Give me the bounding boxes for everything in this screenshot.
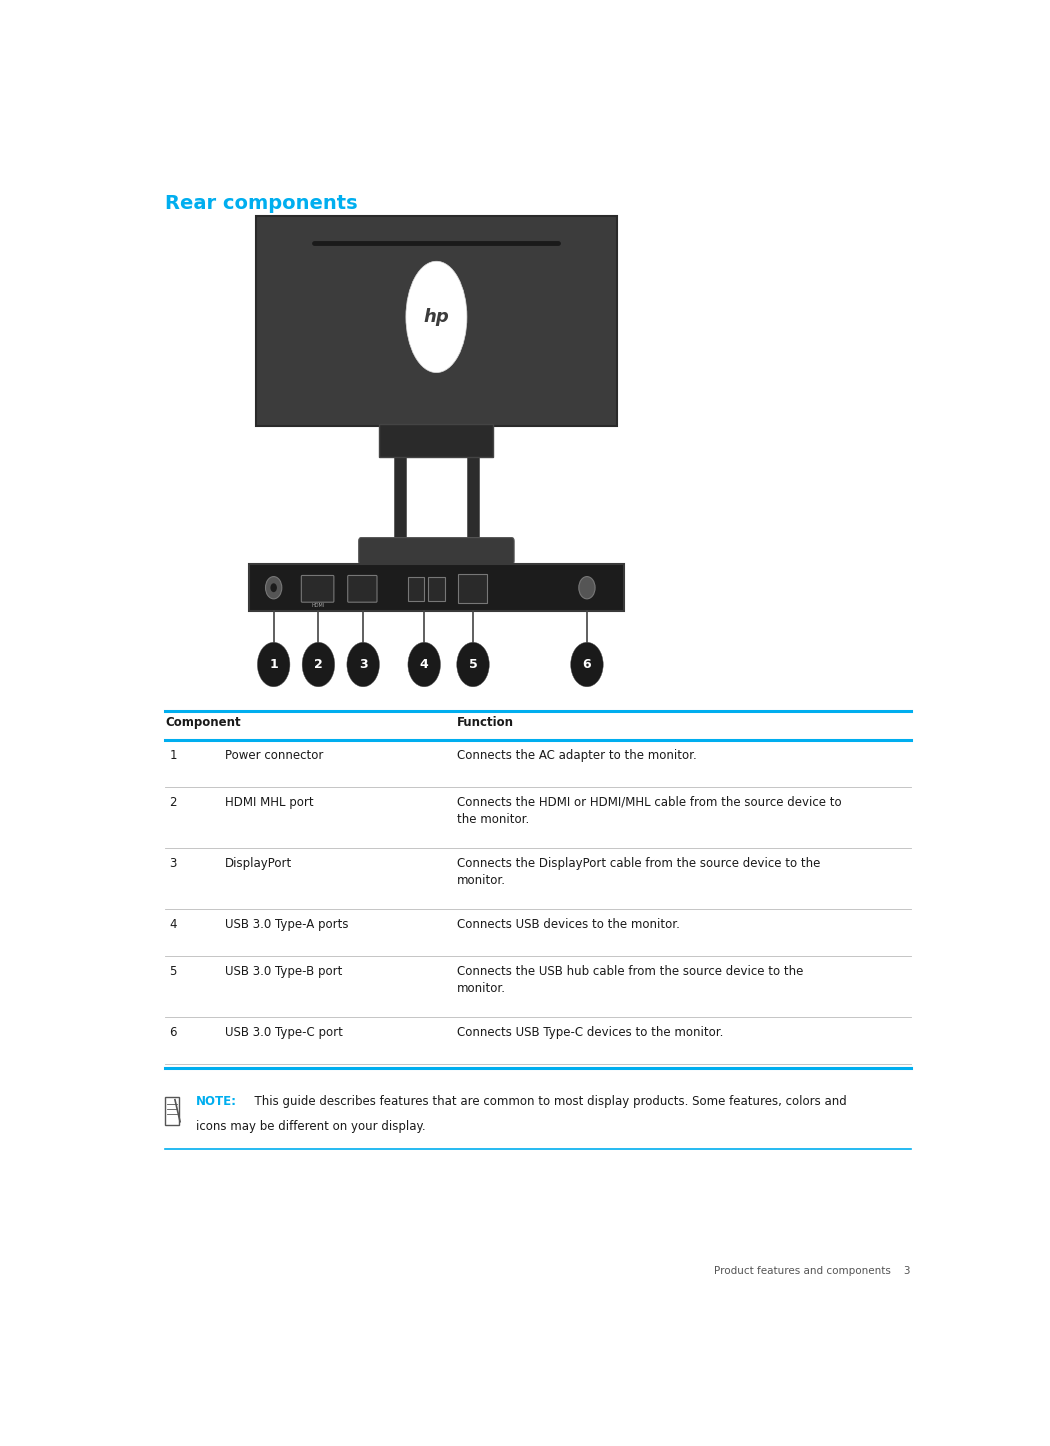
FancyBboxPatch shape: [348, 576, 377, 602]
Text: icons may be different on your display.: icons may be different on your display.: [196, 1121, 426, 1132]
Text: Connects USB Type-C devices to the monitor.: Connects USB Type-C devices to the monit…: [457, 1027, 723, 1040]
Circle shape: [346, 642, 379, 687]
Text: This guide describes features that are common to most display products. Some fea: This guide describes features that are c…: [247, 1096, 846, 1109]
Text: 5: 5: [169, 964, 176, 977]
Text: 5: 5: [468, 658, 478, 671]
FancyBboxPatch shape: [249, 564, 624, 612]
Text: Function: Function: [457, 716, 513, 729]
Circle shape: [579, 577, 595, 599]
Text: USB 3.0 Type-C port: USB 3.0 Type-C port: [225, 1027, 342, 1040]
Text: 3: 3: [169, 857, 176, 870]
Text: Connects the HDMI or HDMI/MHL cable from the source device to
the monitor.: Connects the HDMI or HDMI/MHL cable from…: [457, 795, 841, 826]
Text: Product features and components    3: Product features and components 3: [714, 1265, 910, 1275]
Text: Rear components: Rear components: [166, 194, 358, 213]
Text: hp: hp: [423, 308, 449, 325]
Ellipse shape: [406, 262, 467, 373]
Text: HDMI: HDMI: [312, 603, 326, 607]
Text: Connects the DisplayPort cable from the source device to the
monitor.: Connects the DisplayPort cable from the …: [457, 857, 820, 888]
Text: 4: 4: [420, 658, 428, 671]
Text: HDMI MHL port: HDMI MHL port: [225, 795, 314, 808]
Text: 6: 6: [169, 1027, 177, 1040]
Circle shape: [407, 642, 441, 687]
Text: 1: 1: [269, 658, 278, 671]
Circle shape: [571, 642, 603, 687]
Text: NOTE:: NOTE:: [196, 1096, 237, 1109]
Text: USB 3.0 Type-B port: USB 3.0 Type-B port: [225, 964, 342, 977]
Text: 4: 4: [169, 918, 177, 931]
Text: USB 3.0 Type-A ports: USB 3.0 Type-A ports: [225, 918, 349, 931]
Text: Connects USB devices to the monitor.: Connects USB devices to the monitor.: [457, 918, 679, 931]
Text: DisplayPort: DisplayPort: [225, 857, 292, 870]
Text: 2: 2: [314, 658, 322, 671]
Text: 2: 2: [169, 795, 177, 808]
FancyBboxPatch shape: [407, 577, 424, 602]
Circle shape: [271, 583, 277, 593]
FancyBboxPatch shape: [459, 574, 487, 603]
Text: 1: 1: [169, 749, 177, 762]
Text: Component: Component: [166, 716, 242, 729]
FancyBboxPatch shape: [379, 424, 494, 457]
Text: 6: 6: [583, 658, 591, 671]
Text: 3: 3: [359, 658, 368, 671]
FancyBboxPatch shape: [359, 538, 514, 564]
FancyBboxPatch shape: [301, 576, 334, 602]
Circle shape: [266, 577, 281, 599]
Circle shape: [257, 642, 290, 687]
Circle shape: [457, 642, 489, 687]
FancyBboxPatch shape: [428, 577, 444, 602]
Text: Connects the AC adapter to the monitor.: Connects the AC adapter to the monitor.: [457, 749, 696, 762]
Circle shape: [302, 642, 335, 687]
Text: Power connector: Power connector: [225, 749, 323, 762]
Text: Connects the USB hub cable from the source device to the
monitor.: Connects the USB hub cable from the sour…: [457, 964, 803, 995]
FancyBboxPatch shape: [256, 215, 617, 427]
